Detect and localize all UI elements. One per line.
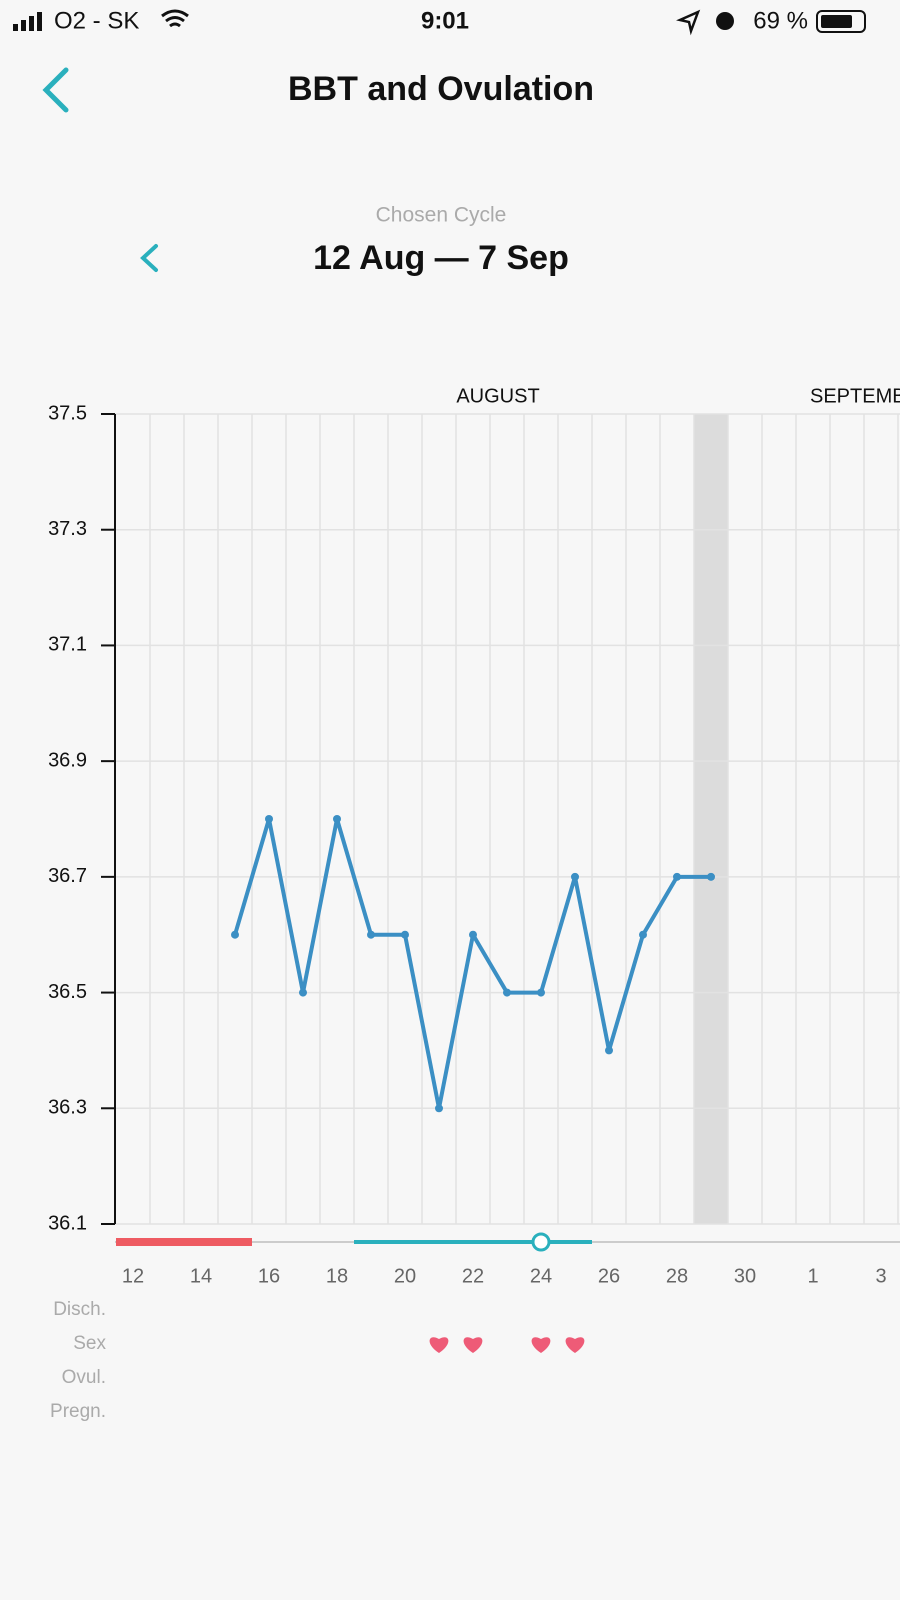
alarm-icon	[716, 12, 734, 30]
temperature-line	[233, 817, 711, 1111]
chart: 36.1 36.3 36.5 36.7 36.9 37.1 37.3 37.5 AUGUST SE…	[48, 385, 900, 1422]
ovulation-marker	[531, 1232, 551, 1252]
x-tick-label: 16	[258, 1265, 280, 1287]
temperature-point	[605, 1046, 613, 1055]
clock: 9:01	[421, 7, 469, 34]
signal-icon	[13, 12, 42, 31]
highlight-column	[694, 414, 728, 1224]
temperature-point	[333, 815, 341, 823]
wifi-icon	[161, 9, 189, 28]
month-label: SEPTEMBER	[810, 385, 900, 407]
back-button[interactable]	[42, 67, 69, 113]
row-label: Ovul.	[62, 1367, 106, 1388]
row-label: Sex	[73, 1333, 106, 1354]
x-tick-label: 14	[190, 1265, 212, 1287]
carrier: O2 - SK	[54, 7, 139, 34]
y-tick-label: 37.1	[48, 634, 87, 656]
y-tick-label: 37.3	[48, 518, 87, 540]
cycle-caption: Chosen Cycle	[376, 204, 507, 227]
y-tick-label: 36.1	[48, 1212, 87, 1234]
month-label: AUGUST	[456, 385, 539, 407]
temperature-point	[435, 1104, 443, 1113]
temperature-point	[299, 988, 307, 997]
x-tick-label: 18	[326, 1265, 348, 1287]
row-label: Pregn.	[50, 1401, 106, 1422]
temperature-point	[639, 930, 647, 939]
temperature-point	[231, 930, 239, 939]
cycle-range: 12 Aug — 7 Sep	[313, 239, 569, 277]
y-tick-label: 36.3	[48, 1097, 87, 1119]
temperature-point	[673, 872, 681, 881]
sex-heart	[429, 1337, 449, 1353]
temperature-point	[571, 872, 579, 881]
period-bar	[116, 1238, 252, 1246]
battery-percent: 69 %	[753, 7, 808, 34]
x-tick-label: 3	[875, 1265, 886, 1287]
battery-icon	[816, 10, 866, 33]
y-tick-label: 37.5	[48, 402, 87, 424]
y-tick-label: 36.9	[48, 749, 87, 771]
temperature-point	[367, 930, 375, 939]
temperature-point	[503, 988, 511, 997]
row-label: Disch.	[53, 1299, 106, 1320]
page-title: BBT and Ovulation	[288, 70, 594, 108]
sex-heart	[565, 1337, 585, 1353]
x-tick-label: 1	[807, 1265, 818, 1287]
x-tick-label: 30	[734, 1265, 756, 1287]
y-tick-label: 36.7	[48, 865, 87, 887]
battery-level	[821, 15, 852, 28]
location-icon	[676, 9, 701, 36]
y-tick-label: 36.5	[48, 981, 87, 1003]
temperature-point	[537, 988, 545, 997]
x-tick-label: 28	[666, 1265, 688, 1287]
x-tick-label: 12	[122, 1265, 144, 1287]
sex-heart	[463, 1337, 483, 1353]
temperature-point	[469, 930, 477, 939]
temperature-point	[401, 930, 409, 939]
x-tick-label: 26	[598, 1265, 620, 1287]
previous-cycle-button[interactable]	[140, 244, 158, 272]
temperature-point	[707, 872, 715, 881]
sex-heart	[531, 1337, 551, 1353]
x-tick-label: 20	[394, 1265, 416, 1287]
x-tick-label: 22	[462, 1265, 484, 1287]
temperature-point	[265, 815, 273, 823]
x-tick-label: 24	[530, 1265, 552, 1287]
